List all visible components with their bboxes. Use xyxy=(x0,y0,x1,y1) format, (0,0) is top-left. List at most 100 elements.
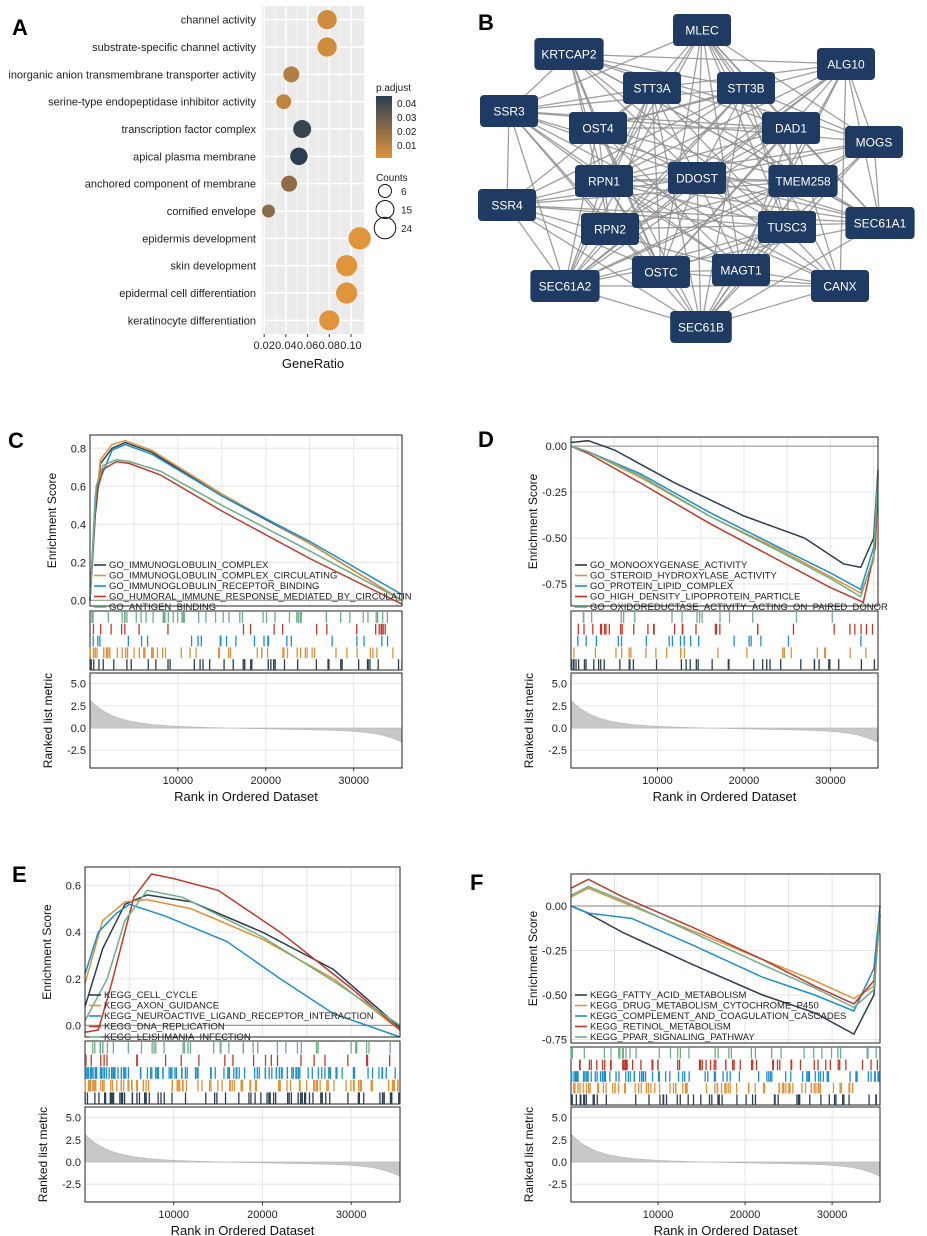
network-edge xyxy=(603,141,875,182)
x-tick-label: 30000 xyxy=(336,1209,367,1221)
rank-y-axis-title: Ranked list metric xyxy=(36,1107,50,1202)
x-tick-label: 0.02 xyxy=(253,340,274,352)
legend-label: GO_IMMUNOGLOBULIN_RECEPTOR_BINDING xyxy=(109,581,319,592)
network-edge xyxy=(564,180,804,287)
network-node xyxy=(811,270,869,302)
network-edge xyxy=(696,177,702,328)
network-node-label: MAGT1 xyxy=(720,264,762,278)
rank-metric-area xyxy=(570,1133,881,1177)
network-edge xyxy=(597,127,742,271)
hits-area xyxy=(570,610,879,671)
network-node-label: TUSC3 xyxy=(767,221,807,235)
network-edge xyxy=(568,53,698,179)
network-node-label: SEC61A2 xyxy=(539,280,592,294)
network-node-label: STT3B xyxy=(727,82,764,96)
x-tick-label: 0.10 xyxy=(340,340,361,352)
size-legend-label: 6 xyxy=(401,187,407,198)
network-node-label: CANX xyxy=(823,280,856,294)
es-plot-border xyxy=(89,434,403,607)
panel-c-gsea: 0.8 0.6 0.4 0.2 0.0 GO_IMMUNOGLOBULIN_COMPLEX… xyxy=(41,434,412,804)
es-series-line xyxy=(570,905,881,1012)
network-node-label: MLEC xyxy=(685,24,719,38)
rank-y-axis-title: Ranked list metric xyxy=(41,673,55,768)
network-node-label: KRTCAP2 xyxy=(541,48,596,62)
rank-y-tick-label: 5.0 xyxy=(66,1113,81,1125)
panel-f-gsea: 0.00 -0.25 -0.50 -0.75 KEGG_FATTY_ACID_METAB… xyxy=(522,873,881,1236)
legend-label: KEGG_NEUROACTIVE_LIGAND_RECEPTOR_INTERAC… xyxy=(104,1011,374,1022)
rank-area xyxy=(84,1106,401,1203)
legend-label: KEGG_CELL_CYCLE xyxy=(104,990,197,1001)
x-tick-label: 20000 xyxy=(250,775,281,787)
es-y-tick-label: -0.25 xyxy=(542,487,567,499)
term-label: transcription factor complex xyxy=(122,124,257,136)
network-edge xyxy=(609,222,881,230)
network-node-label: OSTC xyxy=(644,266,678,280)
term-label: inorganic anion transmembrane transporte… xyxy=(8,69,256,81)
rank-border xyxy=(570,1106,881,1203)
rank-y-tick-label: 0.0 xyxy=(71,723,86,735)
rank-y-tick-label: 5.0 xyxy=(552,679,567,691)
es-plot-area xyxy=(89,434,403,607)
es-y-tick-label: -0.50 xyxy=(542,533,567,545)
color-legend-tick: 0.03 xyxy=(397,113,417,124)
network-edge xyxy=(603,63,847,182)
term-dot xyxy=(281,175,298,192)
network-node xyxy=(712,254,770,286)
rank-border xyxy=(89,672,403,769)
term-label: substrate-specific channel activity xyxy=(92,42,256,54)
network-node-label: DAD1 xyxy=(775,122,807,136)
es-y-tick-label: 0.0 xyxy=(71,595,86,607)
network-edge xyxy=(701,29,875,143)
es-series-line xyxy=(84,898,401,1031)
network-edge xyxy=(506,204,788,228)
rank-y-axis-title: Ranked list metric xyxy=(522,673,536,768)
es-plot-area xyxy=(570,436,879,607)
x-tick-label: 0.04 xyxy=(275,340,296,352)
panel-a-dotplot: channel activity substrate-specific chann… xyxy=(8,6,417,371)
network-edge xyxy=(603,127,792,182)
term-dot xyxy=(283,66,300,83)
x-tick-label: 10000 xyxy=(158,1209,189,1221)
legend-label: GO_HUMORAL_IMMUNE_RESPONSE_MEDIATED_BY_C… xyxy=(109,592,412,603)
rank-border xyxy=(84,1106,401,1203)
network-edge xyxy=(700,222,881,328)
es-series-line xyxy=(570,905,881,1036)
es-y-axis-title: Enrichment Score xyxy=(526,910,540,1006)
rank-y-axis-title: Ranked list metric xyxy=(522,1107,536,1202)
network-node xyxy=(768,165,838,197)
es-series-line xyxy=(84,889,401,1027)
rank-y-tick-label: 2.5 xyxy=(552,1135,567,1147)
x-tick-label: 20000 xyxy=(730,1209,761,1221)
rank-y-tick-label: 5.0 xyxy=(552,1113,567,1125)
color-legend-bar xyxy=(376,96,392,158)
network-node xyxy=(758,211,816,243)
hits-area xyxy=(570,1046,881,1106)
network-node xyxy=(762,112,820,144)
rank-y-tick-label: -2.5 xyxy=(62,1179,81,1191)
network-node-label: SEC61B xyxy=(678,321,724,335)
network-node xyxy=(670,311,732,343)
panel-letter-f: F xyxy=(470,870,483,895)
es-y-tick-label: 0.4 xyxy=(71,519,86,531)
term-dot xyxy=(336,282,358,304)
network-edge xyxy=(506,204,702,328)
rank-metric-area xyxy=(84,1133,401,1177)
network-node xyxy=(673,14,731,46)
panel-b-network: MLEC KRTCAP2 ALG10 STT3A STT3B SSR3 OST4 DAD1 MO… xyxy=(478,14,915,343)
panel-letter-a: A xyxy=(12,15,28,40)
network-node xyxy=(581,213,639,245)
plot-background xyxy=(262,6,364,334)
network-node xyxy=(845,126,903,158)
legend-label: KEGG_PPAR_SIGNALING_PATHWAY xyxy=(590,1032,755,1043)
es-plot-border xyxy=(570,436,879,607)
network-edge xyxy=(603,180,702,328)
size-legend-title: Counts xyxy=(376,173,408,184)
es-y-tick-label: -0.75 xyxy=(542,579,567,591)
term-dot xyxy=(293,120,312,138)
es-series-line xyxy=(570,885,881,1009)
term-label: serine-type endopeptidase inhibitor acti… xyxy=(48,97,256,109)
network-node-label: DDOST xyxy=(676,172,719,186)
term-dot xyxy=(276,94,292,110)
network-node-label: SSR3 xyxy=(493,105,525,119)
x-tick-label: 10000 xyxy=(642,775,673,787)
